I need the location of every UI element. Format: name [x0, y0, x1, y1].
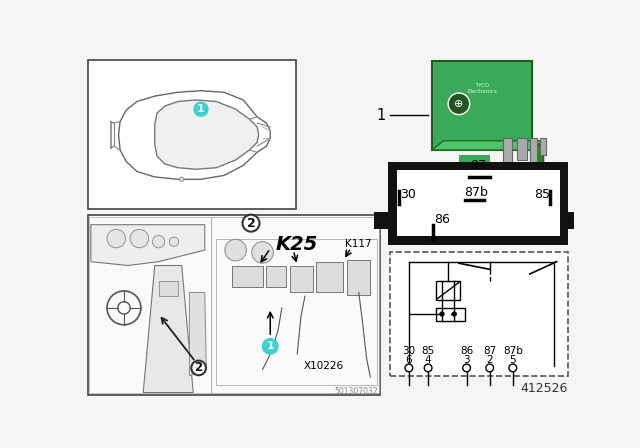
- Text: 87b: 87b: [503, 346, 523, 356]
- Text: TYCO
Electronics: TYCO Electronics: [467, 83, 497, 94]
- Circle shape: [509, 364, 516, 372]
- Circle shape: [424, 364, 432, 372]
- Circle shape: [452, 312, 456, 316]
- Bar: [503, 138, 512, 163]
- Polygon shape: [432, 141, 543, 150]
- Circle shape: [486, 364, 493, 372]
- Circle shape: [107, 229, 125, 248]
- Bar: [289, 266, 312, 293]
- Text: 3: 3: [463, 355, 470, 365]
- Circle shape: [463, 364, 470, 372]
- Circle shape: [440, 312, 444, 316]
- Bar: [568, 211, 582, 228]
- Bar: [316, 262, 344, 293]
- Text: 2: 2: [195, 362, 203, 375]
- Bar: [232, 266, 262, 287]
- Bar: [540, 138, 546, 155]
- Text: 85: 85: [422, 346, 435, 356]
- Polygon shape: [189, 293, 206, 375]
- Bar: [88, 60, 296, 209]
- Bar: [90, 217, 211, 393]
- Text: 30: 30: [399, 188, 415, 201]
- Circle shape: [194, 102, 208, 116]
- Polygon shape: [118, 91, 270, 179]
- Bar: [374, 211, 388, 228]
- Text: 85: 85: [534, 188, 550, 201]
- Text: 4: 4: [425, 355, 431, 365]
- Text: 5: 5: [509, 355, 516, 365]
- Polygon shape: [155, 100, 259, 169]
- FancyBboxPatch shape: [432, 61, 532, 150]
- Bar: [390, 252, 568, 375]
- Polygon shape: [532, 141, 543, 238]
- Circle shape: [225, 239, 246, 261]
- Bar: [436, 281, 460, 300]
- Text: ⊕: ⊕: [454, 99, 463, 109]
- Text: 1: 1: [376, 108, 386, 123]
- Text: K117: K117: [345, 238, 372, 249]
- Bar: [388, 162, 568, 245]
- Polygon shape: [91, 225, 205, 266]
- Bar: [530, 138, 538, 168]
- Text: 86: 86: [460, 346, 473, 356]
- Bar: [216, 238, 376, 385]
- Text: 2: 2: [486, 355, 493, 365]
- Text: X10226: X10226: [303, 361, 344, 370]
- Bar: [436, 308, 465, 321]
- Bar: [397, 170, 560, 236]
- Circle shape: [130, 229, 148, 248]
- Bar: [266, 266, 285, 287]
- Bar: [348, 260, 371, 295]
- Bar: [88, 215, 380, 395]
- Bar: [459, 155, 490, 162]
- Circle shape: [405, 364, 413, 372]
- Circle shape: [180, 177, 184, 181]
- Circle shape: [448, 93, 470, 115]
- Circle shape: [262, 339, 278, 354]
- Text: K25: K25: [276, 235, 318, 254]
- Text: 2: 2: [246, 217, 255, 230]
- Text: 87b: 87b: [464, 186, 488, 199]
- Text: 86: 86: [435, 213, 450, 226]
- Text: 412526: 412526: [521, 382, 568, 395]
- Circle shape: [152, 236, 164, 248]
- Polygon shape: [143, 266, 193, 392]
- Text: 1: 1: [197, 104, 205, 114]
- Text: 87: 87: [470, 159, 486, 172]
- Circle shape: [191, 361, 206, 375]
- Bar: [211, 217, 379, 393]
- Circle shape: [170, 237, 179, 246]
- Text: 1: 1: [266, 341, 274, 351]
- Circle shape: [252, 241, 273, 263]
- Bar: [159, 281, 178, 296]
- Text: 87: 87: [483, 346, 497, 356]
- Text: 30: 30: [403, 346, 415, 356]
- Circle shape: [243, 215, 259, 232]
- Text: 501307032: 501307032: [335, 387, 378, 396]
- Bar: [516, 138, 527, 160]
- Text: 6: 6: [406, 355, 412, 365]
